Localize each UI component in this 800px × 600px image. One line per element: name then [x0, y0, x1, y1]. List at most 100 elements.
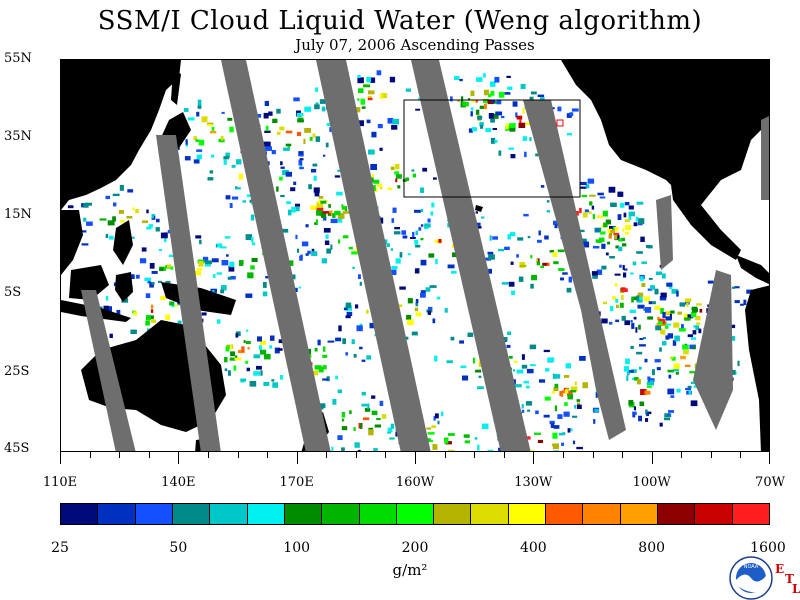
cloud-pixel [149, 315, 154, 320]
no-data-swaths [81, 60, 769, 451]
cloud-pixel [322, 354, 328, 358]
cloud-pixel [196, 268, 203, 271]
cloud-pixel [335, 337, 342, 342]
cloud-pixel [594, 409, 600, 413]
cloud-pixel [671, 356, 676, 361]
cloud-pixel [199, 239, 202, 245]
cloud-pixel [377, 124, 383, 129]
cloud-pixel [654, 288, 659, 295]
cloud-pixel [695, 315, 701, 321]
cloud-pixel [608, 234, 612, 239]
cloud-pixel [557, 106, 562, 112]
cloud-pixel [277, 131, 281, 135]
cloud-pixel [405, 177, 409, 181]
cloud-pixel [686, 302, 689, 307]
cloud-pixel [259, 340, 267, 345]
noaa-logo-icon: NOAA [729, 556, 773, 600]
cloud-pixel [448, 433, 455, 436]
cloud-pixel [471, 99, 475, 103]
cloud-pixel [462, 375, 469, 381]
cloud-pixel [521, 364, 528, 369]
colorbar-swatch [508, 504, 547, 524]
cloud-pixel [329, 127, 333, 132]
cloud-pixel [299, 255, 303, 261]
cloud-pixel [450, 96, 453, 102]
cloud-pixel [147, 278, 151, 284]
cloud-pixel [501, 115, 505, 119]
cloud-pixel [633, 377, 639, 381]
cloud-pixel [297, 119, 304, 123]
colorbar-swatch [359, 504, 397, 524]
cloud-pixel [460, 365, 467, 368]
lon-label: 140E [161, 475, 196, 490]
cloud-pixel [582, 382, 588, 389]
cloud-pixel [86, 221, 93, 226]
cloud-pixel [687, 334, 693, 338]
cloud-pixel [245, 360, 249, 364]
cloud-pixel [312, 163, 318, 167]
cloud-pixel [507, 234, 511, 240]
cloud-pixel [584, 209, 589, 213]
cloud-pixel [220, 289, 225, 294]
cloud-pixel [477, 444, 480, 451]
cloud-pixel [615, 319, 620, 323]
cloud-pixel [475, 369, 482, 373]
cloud-pixel [601, 243, 606, 249]
cloud-pixel [513, 360, 518, 363]
cloud-pixel [130, 274, 135, 279]
cloud-pixel [487, 251, 494, 255]
cloud-pixel [207, 123, 213, 127]
cloud-pixel [280, 195, 285, 198]
cloud-pixel [303, 138, 306, 145]
lon-label: 170E [279, 475, 314, 490]
cloud-pixel [516, 115, 523, 120]
cloud-pixel [263, 112, 269, 119]
cloud-pixel [133, 311, 138, 316]
cloud-pixel [288, 209, 292, 216]
cloud-pixel [647, 245, 653, 249]
cloud-pixel [113, 202, 117, 207]
cloud-pixel [263, 141, 271, 148]
cloud-pixel [652, 301, 656, 305]
cloud-pixel [243, 340, 246, 343]
cloud-pixel [644, 307, 652, 313]
cloud-pixel [467, 332, 474, 337]
cloud-pixel [628, 211, 635, 217]
cloud-pixel [470, 111, 473, 117]
cloud-pixel [296, 113, 304, 117]
cloud-pixel [688, 388, 691, 395]
cloud-water-map [60, 59, 770, 452]
cloud-pixel [580, 238, 587, 244]
cloud-pixel [348, 246, 353, 250]
cloud-pixel [493, 101, 498, 104]
cloud-pixel [277, 348, 283, 351]
cloud-pixel [361, 359, 366, 362]
cloud-pixel [264, 353, 271, 360]
cloud-pixel [568, 276, 572, 283]
cloud-pixel [631, 322, 635, 329]
cloud-pixel [360, 423, 363, 429]
cloud-pixel [433, 177, 437, 180]
cloud-pixel [451, 270, 457, 274]
cloud-pixel [433, 416, 436, 421]
cloud-pixel [504, 246, 510, 250]
cloud-pixel [629, 309, 636, 313]
cloud-pixel [518, 122, 526, 128]
cloud-pixel [470, 107, 474, 111]
land-south-america [745, 285, 769, 451]
cloud-pixel [546, 210, 550, 213]
cloud-pixel [676, 290, 679, 297]
cloud-pixel [366, 76, 371, 83]
lon-label: 100W [632, 475, 671, 490]
cloud-pixel [591, 205, 595, 210]
cloud-pixel [207, 177, 214, 181]
cloud-pixel [314, 104, 320, 110]
cloud-pixel [235, 333, 239, 338]
cloud-pixel [479, 105, 487, 109]
cloud-pixel [337, 169, 341, 172]
cloud-pixel [550, 423, 555, 428]
cloud-pixel [392, 207, 397, 213]
cloud-pixel [542, 262, 549, 266]
colorbar-swatch [247, 504, 285, 524]
colorbar-swatch [546, 504, 584, 524]
